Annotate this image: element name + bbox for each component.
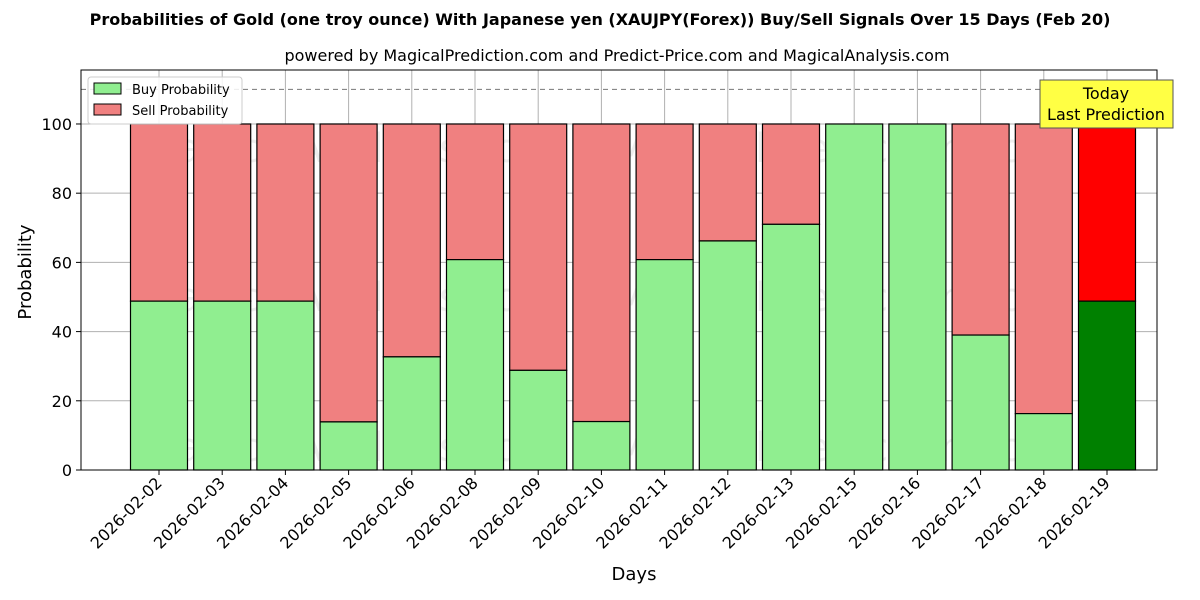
buy-bar: [509, 369, 568, 471]
bar-group: [445, 123, 505, 471]
legend-buy-swatch: [93, 82, 122, 95]
chart-title: Probabilities of Gold (one troy ounce) W…: [89, 10, 1111, 29]
legend-buy-label: Buy Probability: [132, 83, 230, 98]
buy-bar: [572, 420, 631, 471]
buy-bar: [888, 123, 947, 471]
sell-bar: [256, 123, 315, 302]
today-annotation-box: [1039, 79, 1174, 129]
sell-bar: [319, 123, 378, 423]
y-tick-label: 100: [41, 115, 72, 134]
buy-bar: [761, 223, 821, 471]
bar-group: [1077, 123, 1137, 471]
chart-subtitle: powered by MagicalPrediction.com and Pre…: [284, 46, 950, 65]
bar-group: [698, 123, 757, 471]
bar-group: [509, 123, 568, 471]
bar-group: [951, 123, 1010, 471]
x-axis-label: Days: [612, 564, 657, 585]
sell-bar: [572, 123, 631, 423]
y-tick-label: 60: [52, 253, 72, 272]
buy-bar: [445, 259, 505, 471]
y-tick-label: 0: [62, 461, 72, 480]
sell-bar: [129, 123, 189, 302]
buy-bar: [825, 123, 884, 471]
bar-group: [256, 123, 315, 471]
sell-bar: [761, 123, 821, 225]
y-axis-label: Probability: [15, 224, 36, 319]
last-prediction-label: Last Prediction: [1047, 105, 1165, 124]
sell-bar: [1014, 123, 1073, 415]
sell-bar: [193, 123, 252, 302]
legend-sell-swatch: [93, 103, 122, 116]
buy-bar: [1077, 300, 1137, 471]
legend-sell-label: Sell Probability: [132, 104, 229, 119]
bar-group: [888, 123, 947, 471]
buy-bar: [951, 334, 1010, 471]
bar-group: [635, 123, 694, 471]
sell-bar: [1077, 123, 1137, 302]
buy-bar: [1014, 412, 1073, 471]
bar-group: [129, 123, 189, 471]
buy-bar: [698, 240, 757, 471]
buy-bar: [256, 300, 315, 471]
bar-group: [193, 123, 252, 471]
buy-bar: [129, 300, 189, 471]
bar-group: [825, 123, 884, 471]
buy-bar: [382, 356, 441, 471]
bar-group: [1014, 123, 1073, 471]
legend: Buy Probability Sell Probability: [87, 76, 243, 125]
buy-bar: [635, 259, 694, 471]
y-tick-label: 40: [52, 323, 72, 342]
plot-frame: [80, 69, 1158, 471]
sell-bar: [382, 123, 441, 358]
sell-bar: [951, 123, 1010, 336]
bar-group: [319, 123, 378, 471]
bar-group: [572, 123, 631, 471]
y-tick-label: 20: [52, 392, 72, 411]
today-label: Today: [1082, 84, 1129, 103]
x-axis: 2026-02-022026-02-032026-02-042026-02-05…: [87, 470, 1114, 553]
bar-group: [761, 123, 821, 471]
y-axis: 0 20 40 60 80 100: [41, 115, 81, 480]
sell-bar: [445, 123, 505, 261]
bar-group: [382, 123, 441, 471]
sell-bar: [698, 123, 757, 242]
buy-bar: [193, 300, 252, 471]
sell-bar: [635, 123, 694, 261]
y-tick-label: 80: [52, 184, 72, 203]
bars: [129, 123, 1137, 471]
today-annotation: Today Last Prediction: [1039, 79, 1174, 129]
legend-box: [87, 76, 243, 125]
buy-bar: [319, 421, 378, 471]
sell-bar: [509, 123, 568, 371]
